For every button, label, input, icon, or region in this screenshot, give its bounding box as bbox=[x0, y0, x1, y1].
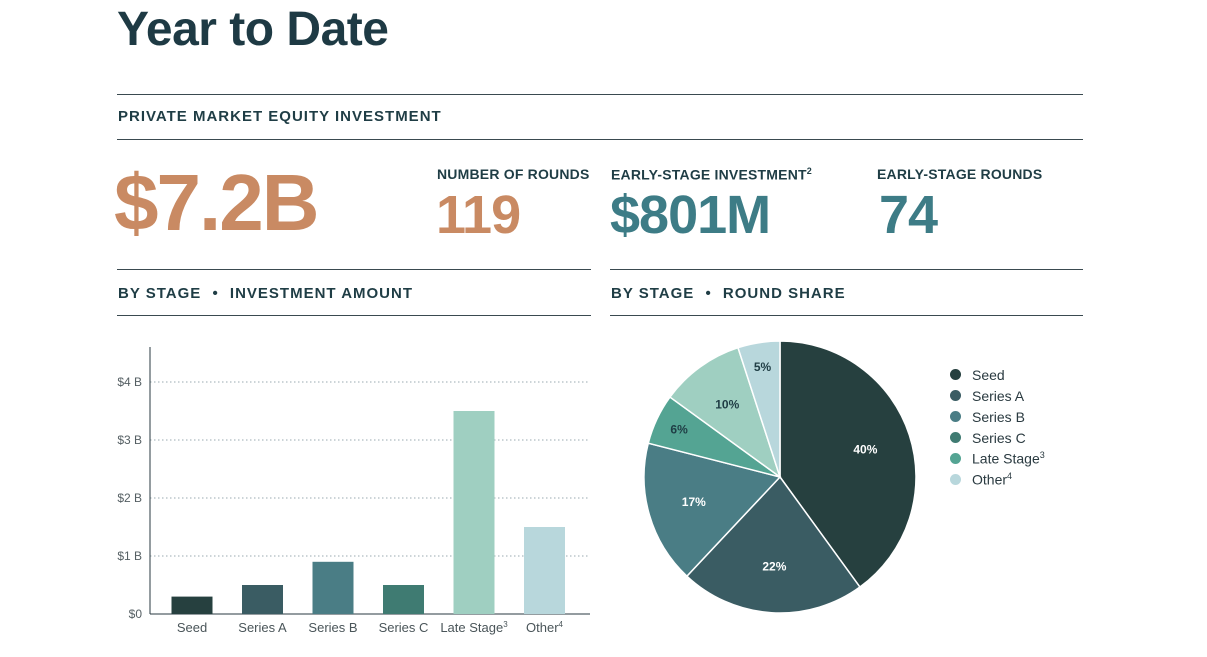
x-tick-label: Series B bbox=[308, 620, 357, 635]
legend-swatch bbox=[950, 453, 961, 464]
pie-legend: Seed Series A Series B Series C Late Stage3 O… bbox=[950, 364, 1045, 490]
header-separator-dot: • bbox=[212, 285, 219, 302]
early-stage-rounds-label: EARLY-STAGE ROUNDS bbox=[877, 166, 1043, 182]
bar-header-top-rule bbox=[117, 269, 591, 270]
pie-slice-series-a bbox=[685, 475, 861, 614]
x-tick-note: 4 bbox=[559, 620, 564, 629]
x-tick-label: Series C bbox=[379, 620, 429, 635]
pie-chart-header-text: BY STAGE bbox=[611, 285, 695, 302]
x-tick-label: Other4 bbox=[526, 620, 564, 635]
top-rule bbox=[117, 94, 1083, 95]
bar-series-b bbox=[312, 561, 354, 614]
legend-label: Late Stage3 bbox=[972, 450, 1045, 467]
bar-chart-header-text: BY STAGE bbox=[118, 285, 202, 302]
early-stage-investment-value: $801M bbox=[610, 185, 771, 245]
bar-chart: $0 $1 B $2 B $3 B $4 B Seed Series A Series B Se… bbox=[117, 347, 590, 635]
early-stage-investment-note: 2 bbox=[806, 166, 812, 176]
legend-label: Series C bbox=[972, 429, 1026, 446]
legend-label: Other4 bbox=[972, 471, 1013, 488]
bar-late-stage bbox=[453, 411, 495, 614]
legend-swatch bbox=[950, 411, 961, 422]
pie-chart: 40% 22% 17% 6% 10% 5% bbox=[643, 340, 917, 614]
bar-chart-subheader-text: INVESTMENT AMOUNT bbox=[229, 285, 414, 302]
bar-series-a bbox=[242, 585, 283, 614]
number-of-rounds-value: 119 bbox=[436, 185, 521, 245]
legend-note: 3 bbox=[1039, 450, 1045, 461]
legend-swatch bbox=[950, 432, 961, 443]
y-tick-label: $3 B bbox=[117, 433, 142, 447]
legend-item: Series B bbox=[950, 406, 1045, 427]
x-tick-label: Late Stage3 bbox=[440, 620, 508, 635]
pie-header-top-rule bbox=[610, 269, 1083, 270]
pie-slice-label: 5% bbox=[754, 360, 772, 374]
pie-slice-label: 17% bbox=[682, 495, 706, 509]
pie-header-bottom-rule bbox=[610, 315, 1083, 316]
pie-chart-subheader-text: ROUND SHARE bbox=[722, 285, 846, 302]
pie-chart-header: BY STAGE • ROUND SHARE bbox=[611, 285, 846, 302]
early-stage-investment-label: EARLY-STAGE INVESTMENT2 bbox=[611, 166, 812, 183]
early-stage-investment-label-text: EARLY-STAGE INVESTMENT bbox=[611, 166, 807, 183]
pie-slice-seed bbox=[779, 340, 917, 589]
legend-swatch bbox=[950, 474, 961, 485]
pie-slice-label: 10% bbox=[715, 397, 739, 411]
pie-slice-label: 6% bbox=[670, 423, 688, 437]
total-investment-value: $7.2B bbox=[114, 158, 319, 247]
legend-item: Seed bbox=[950, 364, 1045, 385]
x-tick-label: Series A bbox=[238, 620, 287, 635]
legend-label: Series B bbox=[972, 408, 1025, 425]
page-title: Year to Date bbox=[117, 3, 389, 56]
y-tick-label: $1 B bbox=[117, 549, 142, 563]
x-tick-note: 3 bbox=[503, 620, 508, 629]
bar-chart-header: BY STAGE • INVESTMENT AMOUNT bbox=[118, 285, 413, 302]
x-tick-label: Seed bbox=[177, 620, 207, 635]
bar-seed bbox=[171, 596, 213, 614]
early-stage-rounds-value: 74 bbox=[879, 185, 938, 245]
legend-note: 4 bbox=[1007, 471, 1013, 482]
legend-item: Series A bbox=[950, 385, 1045, 406]
legend-item: Series C bbox=[950, 427, 1045, 448]
legend-item: Late Stage3 bbox=[950, 448, 1045, 469]
y-tick-label: $0 bbox=[129, 607, 143, 621]
pie-slice-label: 22% bbox=[762, 560, 786, 574]
legend-label: Seed bbox=[972, 366, 1005, 383]
legend-label: Series A bbox=[972, 387, 1025, 404]
pie-slice-label: 40% bbox=[853, 442, 877, 456]
bar-header-bottom-rule bbox=[117, 315, 591, 316]
number-of-rounds-label: NUMBER OF ROUNDS bbox=[437, 166, 590, 182]
bar-series-c bbox=[383, 585, 424, 614]
bar-other bbox=[524, 527, 565, 614]
y-tick-label: $4 B bbox=[117, 375, 142, 389]
header-separator-dot: • bbox=[705, 285, 712, 302]
pie-slice-late-stage bbox=[668, 346, 782, 479]
section-rule bbox=[117, 139, 1083, 140]
legend-swatch bbox=[950, 369, 961, 380]
legend-item: Other4 bbox=[950, 469, 1045, 490]
pie-slice-series-b bbox=[643, 442, 782, 578]
section-label: PRIVATE MARKET EQUITY INVESTMENT bbox=[118, 108, 442, 125]
pie-slice-other bbox=[737, 340, 781, 478]
y-tick-label: $2 B bbox=[117, 491, 142, 505]
legend-swatch bbox=[950, 390, 961, 401]
